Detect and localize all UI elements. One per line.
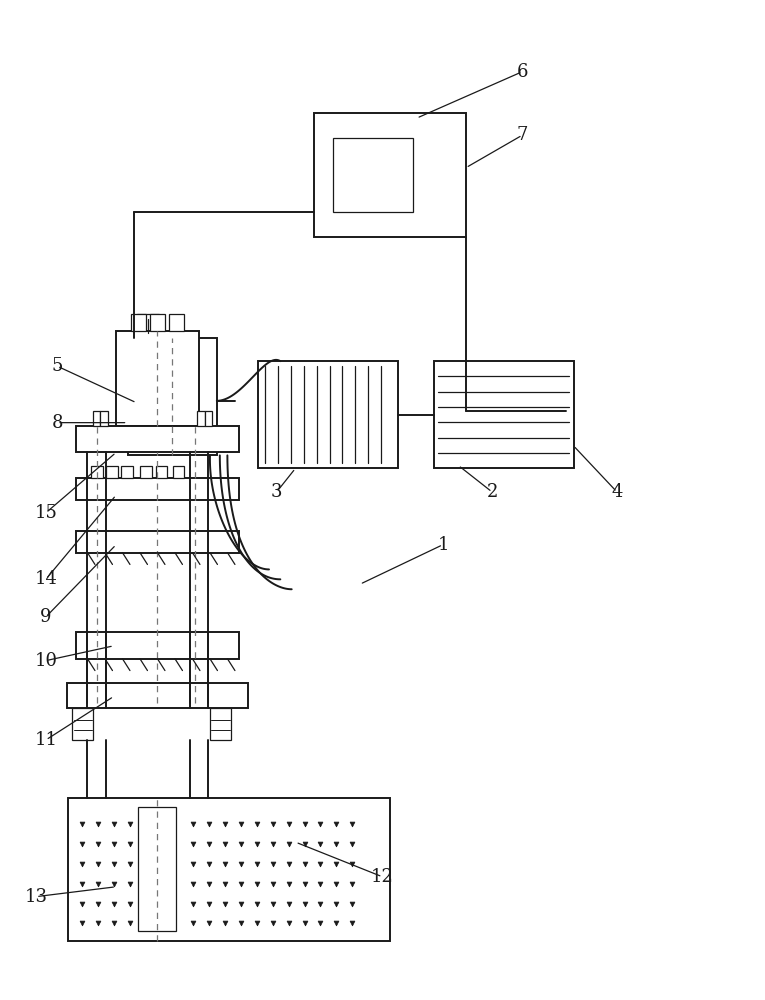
Bar <box>138 807 176 931</box>
Text: 1: 1 <box>438 536 449 554</box>
Bar <box>116 331 199 426</box>
Bar <box>76 426 239 452</box>
Bar <box>258 361 398 468</box>
Bar <box>314 113 466 237</box>
Bar <box>100 411 108 426</box>
Bar <box>434 361 574 468</box>
Bar <box>140 466 151 478</box>
Text: 13: 13 <box>24 888 47 906</box>
Bar <box>173 466 184 478</box>
Text: 12: 12 <box>371 868 394 886</box>
Text: 9: 9 <box>40 608 51 626</box>
Bar <box>69 798 390 941</box>
Bar <box>67 683 248 708</box>
Text: 7: 7 <box>517 126 528 144</box>
Bar <box>155 466 167 478</box>
Bar <box>197 411 205 426</box>
Bar <box>131 314 146 331</box>
Bar <box>137 314 159 338</box>
Bar <box>205 411 212 426</box>
Text: 8: 8 <box>51 414 63 432</box>
Bar <box>72 708 93 740</box>
Bar <box>76 531 239 553</box>
Bar <box>128 338 216 455</box>
Text: 4: 4 <box>611 483 623 501</box>
Text: 11: 11 <box>34 731 57 749</box>
Text: 15: 15 <box>34 504 57 522</box>
Bar <box>334 138 413 212</box>
Bar <box>122 466 133 478</box>
Bar <box>76 632 239 659</box>
Bar <box>91 466 103 478</box>
Bar <box>93 411 100 426</box>
Bar <box>150 314 165 331</box>
Text: 5: 5 <box>51 357 63 375</box>
Text: 2: 2 <box>487 483 498 501</box>
Bar <box>169 314 184 331</box>
Bar <box>76 478 239 500</box>
Bar <box>210 708 231 740</box>
Text: 3: 3 <box>271 483 282 501</box>
Bar <box>106 466 118 478</box>
Text: 6: 6 <box>516 63 529 81</box>
Text: 10: 10 <box>34 652 57 670</box>
Text: 14: 14 <box>34 570 57 588</box>
